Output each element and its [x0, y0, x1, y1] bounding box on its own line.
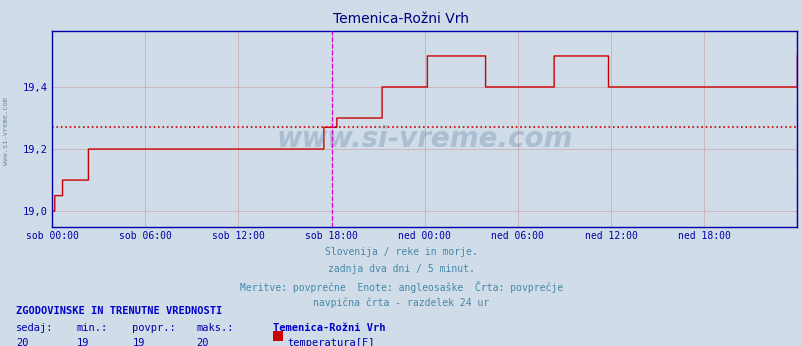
- Text: Slovenija / reke in morje.: Slovenija / reke in morje.: [325, 247, 477, 257]
- Text: 20: 20: [196, 338, 209, 346]
- Text: www.si-vreme.com: www.si-vreme.com: [276, 125, 573, 153]
- Text: povpr.:: povpr.:: [132, 323, 176, 333]
- Text: zadnja dva dni / 5 minut.: zadnja dva dni / 5 minut.: [328, 264, 474, 274]
- Text: Meritve: povprečne  Enote: angleosaške  Črta: povprečje: Meritve: povprečne Enote: angleosaške Čr…: [240, 281, 562, 293]
- Text: 19: 19: [132, 338, 145, 346]
- Text: Temenica-Rožni Vrh: Temenica-Rožni Vrh: [333, 12, 469, 26]
- Text: www.si-vreme.com: www.si-vreme.com: [3, 98, 10, 165]
- Text: Temenica-Rožni Vrh: Temenica-Rožni Vrh: [273, 323, 385, 333]
- Text: ZGODOVINSKE IN TRENUTNE VREDNOSTI: ZGODOVINSKE IN TRENUTNE VREDNOSTI: [16, 306, 222, 316]
- Text: sedaj:: sedaj:: [16, 323, 54, 333]
- Text: 20: 20: [16, 338, 29, 346]
- Text: navpična črta - razdelek 24 ur: navpična črta - razdelek 24 ur: [313, 297, 489, 308]
- Text: min.:: min.:: [76, 323, 107, 333]
- Text: 19: 19: [76, 338, 89, 346]
- Text: maks.:: maks.:: [196, 323, 234, 333]
- Text: temperatura[F]: temperatura[F]: [287, 338, 375, 346]
